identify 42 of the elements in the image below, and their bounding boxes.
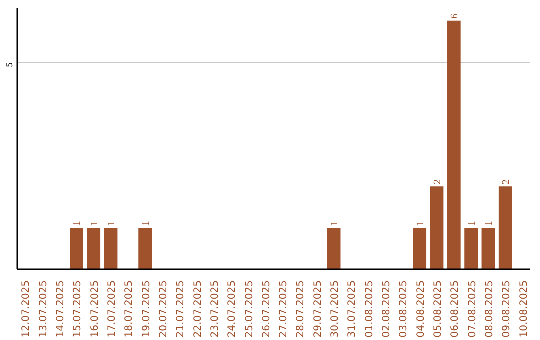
x-tick-label: 19.07.2025 xyxy=(141,280,152,338)
data-label: 1 xyxy=(466,221,478,226)
x-tick-label: 05.08.2025 xyxy=(432,280,444,338)
x-tick-label: 12.07.2025 xyxy=(21,280,32,338)
x-tick-label: 17.07.2025 xyxy=(107,280,118,338)
data-label: 1 xyxy=(106,221,118,226)
x-tick-label: 18.07.2025 xyxy=(124,280,136,338)
data-label: 1 xyxy=(415,221,426,226)
x-tick-label: 20.07.2025 xyxy=(158,280,170,338)
x-tick-label: 08.08.2025 xyxy=(484,280,496,338)
x-tick-label: 28.07.2025 xyxy=(296,280,307,338)
data-label: 1 xyxy=(89,221,100,226)
x-tick-label: 15.07.2025 xyxy=(72,280,84,338)
x-tick-label: 29.07.2025 xyxy=(312,280,324,338)
x-tick-label: 01.08.2025 xyxy=(364,280,376,338)
x-tick-label: 13.07.2025 xyxy=(38,280,50,338)
data-label: 1 xyxy=(330,221,341,226)
x-tick-label: 16.07.2025 xyxy=(90,280,101,338)
x-tick-label: 21.07.2025 xyxy=(176,280,187,338)
x-tick-label: 25.07.2025 xyxy=(244,280,256,338)
x-tick-label: 31.07.2025 xyxy=(347,280,358,338)
x-tick-label: 10.08.2025 xyxy=(518,280,530,338)
data-label: 1 xyxy=(140,221,152,226)
x-tick-label: 07.08.2025 xyxy=(467,280,478,338)
x-tick-label: 03.08.2025 xyxy=(398,280,410,338)
x-tick-label: 27.07.2025 xyxy=(278,280,290,338)
x-tick-label: 02.08.2025 xyxy=(382,280,393,338)
data-label: 6 xyxy=(450,14,461,19)
x-tick-label: 24.07.2025 xyxy=(227,280,238,338)
data-label: 1 xyxy=(72,221,84,226)
x-tick-label: 30.07.2025 xyxy=(330,280,342,338)
x-tick-label: 26.07.2025 xyxy=(261,280,272,338)
data-label: 1 xyxy=(484,221,495,226)
x-tick-label: 14.07.2025 xyxy=(56,280,67,338)
x-tick-label: 09.08.2025 xyxy=(502,280,513,338)
y-tick-label: 5 xyxy=(6,62,14,68)
x-tick-label: 06.08.2025 xyxy=(450,280,462,338)
x-tick-label: 23.07.2025 xyxy=(210,280,221,338)
x-tick-label: 22.07.2025 xyxy=(192,280,204,338)
data-label: 2 xyxy=(432,180,444,185)
x-tick-label: 04.08.2025 xyxy=(416,280,427,338)
data-label: 2 xyxy=(501,180,512,185)
